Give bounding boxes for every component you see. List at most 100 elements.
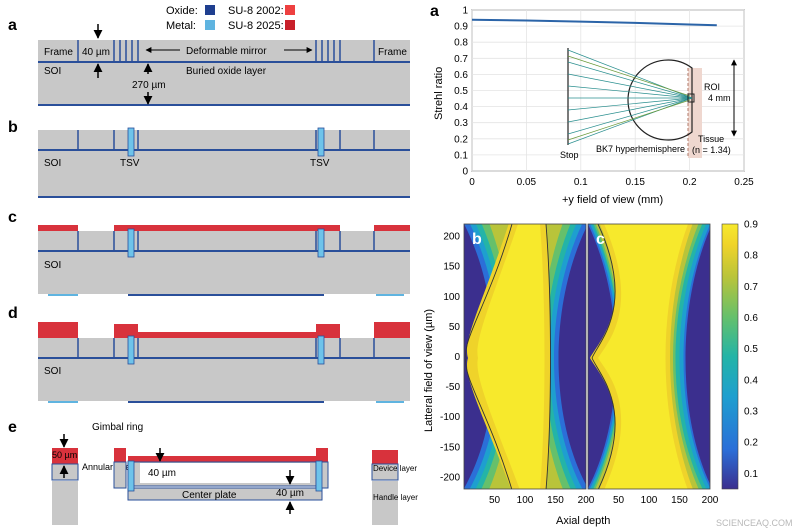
panel-letter-a: a [8, 17, 17, 34]
su8-thick-frame-left [38, 322, 78, 338]
strehl-y-tick-label: 0.7 [454, 54, 468, 65]
heatmap-x-tick-label: 200 [578, 495, 595, 506]
fab-panel-d: d SOI [8, 305, 410, 403]
frame-left-device [51, 463, 79, 481]
panel-letter-b: b [8, 119, 18, 136]
su8-gimbal-right [316, 324, 340, 338]
strehl-x-tick-label: 0.15 [625, 177, 645, 188]
legend: Oxide: Metal: SU-8 2002: SU-8 2025: [166, 5, 295, 32]
strehl-y-tick-label: 0.8 [454, 38, 468, 49]
legend-su8-2002-label: SU-8 2002: [228, 5, 284, 17]
strehl-y-tick-label: 0.6 [454, 70, 468, 81]
optical-inset: ROI 4 mm Tissue (n = 1.34) BK7 hyperhemi… [560, 48, 737, 160]
frame-left-handle [52, 481, 78, 525]
deformable-mirror-label: Deformable mirror [186, 46, 267, 57]
legend-metal-label: Metal: [166, 20, 196, 32]
heatmap-x-tick-label: 150 [547, 495, 564, 506]
roi-box [687, 93, 695, 103]
tissue-label: Tissue [698, 134, 724, 144]
soi-label-d: SOI [44, 366, 61, 377]
heatmap-y-tick-label: -50 [446, 382, 461, 393]
strehl-x-tick-label: 0.1 [574, 177, 588, 188]
su8-frame-right [374, 225, 410, 231]
fab-panel-a: a Frame Frame 40 µm Deformable mirror SO… [8, 17, 410, 106]
hyperhemisphere-lens [627, 59, 693, 141]
panel-letter-c: c [8, 209, 17, 226]
strehl-y-tick-label: 0.2 [454, 134, 468, 145]
heatmap-y-tick-label: -150 [440, 442, 460, 453]
lens-label: BK7 hyperhemisphere [596, 144, 685, 154]
center-plate-label: Center plate [182, 490, 237, 501]
fab-panel-e: e Gimbal ring 50 µm Annular aperture 40 … [8, 419, 418, 525]
colorbar-tick-label: 0.8 [744, 251, 758, 262]
colorbar-ticks: 0.9 0.8 0.7 0.6 0.5 0.4 0.3 0.2 0.1 [744, 220, 758, 480]
strehl-panel-letter: a [430, 3, 439, 20]
roi-label: ROI [704, 82, 720, 92]
strehl-x-tick-label: 0 [469, 177, 475, 188]
heatmap-c [588, 224, 710, 489]
depth-4mm-label: 4 mm [708, 93, 731, 103]
trenches [77, 40, 375, 62]
thickness-50-label: 50 µm [52, 450, 77, 460]
heatmap-y-tick-label: -200 [440, 472, 460, 483]
colorbar-tick-label: 0.3 [744, 407, 758, 418]
panel-letter-e: e [8, 419, 17, 436]
strehl-xlabel: +y field of view (mm) [562, 194, 663, 206]
tsv-right [317, 127, 325, 157]
heatmap-x-tick-label: 100 [641, 495, 658, 506]
heatmap-y-tick-label: 0 [454, 352, 460, 363]
heatmap-x-tick-label: 50 [613, 495, 625, 506]
soi-label-a: SOI [44, 66, 61, 77]
strehl-y-ticks: 0 0.1 0.2 0.3 0.4 0.5 0.6 0.7 0.8 0.9 1 [454, 6, 468, 178]
strehl-y-tick-label: 0.5 [454, 86, 468, 97]
frame-left-su8 [52, 448, 78, 464]
legend-oxide-swatch [205, 5, 215, 15]
strehl-x-tick-label: 0.2 [683, 177, 697, 188]
panel-letter-d: d [8, 305, 18, 322]
heatmap-x-tick-label: 200 [702, 495, 719, 506]
heatmap-b-x-ticks: 50 100 150 200 [489, 495, 595, 506]
colorbar-tick-label: 0.2 [744, 438, 758, 449]
device-layer [38, 130, 410, 150]
heatmap-y-tick-label: 100 [443, 292, 460, 303]
strehl-plot: a 0 0.1 0.2 0.3 0.4 0.5 0.6 0.7 0.8 0.9 1 0 0.05 0.1… [430, 3, 754, 206]
heatmap-x-tick-label: 50 [489, 495, 501, 506]
colorbar-tick-label: 0.1 [744, 469, 758, 480]
colorbar-tick-label: 0.5 [744, 344, 758, 355]
strehl-series-line [471, 18, 717, 27]
heatmap-y-tick-label: -100 [440, 412, 460, 423]
strehl-y-tick-label: 1 [462, 6, 468, 17]
heatmap-c-x-ticks: 50 100 150 200 [613, 495, 719, 506]
colorbar-tick-label: 0.7 [744, 282, 758, 293]
buried-oxide-label: Buried oxide layer [186, 66, 267, 77]
fab-panel-c: c SOI [8, 209, 410, 296]
colorbar-tick-label: 0.9 [744, 220, 758, 231]
heatmap-xlabel: Axial depth [556, 515, 610, 527]
tsv-left-label: TSV [120, 158, 140, 169]
su8-frame-left [38, 225, 78, 231]
strehl-x-ticks: 0 0.05 0.1 0.15 0.2 0.25 [469, 177, 754, 188]
strehl-ylabel: Strehl ratio [433, 67, 445, 120]
handle-wafer [38, 151, 410, 197]
thickness-40-label-e: 40 µm [276, 488, 304, 499]
colorbar [721, 223, 739, 490]
colorbar-tick-label: 0.4 [744, 375, 758, 386]
heatmap-panels: Latteral field of view (µm) 200 150 100 50 0… [423, 220, 758, 528]
tsv-left [127, 127, 135, 157]
device-layer-label: Device layer [373, 464, 417, 473]
su8-mirror-layer [114, 225, 340, 231]
frame-left-label: Frame [44, 47, 73, 58]
thickness-270-label: 270 µm [132, 80, 166, 91]
heatmap-y-tick-label: 200 [443, 232, 460, 243]
strehl-y-tick-label: 0.1 [454, 150, 468, 161]
legend-su8-2025-swatch [285, 20, 295, 30]
su8-mirror-layer [138, 332, 316, 338]
legend-oxide-label: Oxide: [166, 5, 198, 17]
stop-label: Stop [560, 150, 579, 160]
strehl-y-tick-label: 0.4 [454, 102, 468, 113]
fab-panel-b: b SOI TSV TSV [8, 119, 410, 198]
watermark: SCIENCEAQ.COM [716, 518, 793, 528]
heatmap-ylabel: Latteral field of view (µm) [423, 309, 435, 432]
gap-40-label: 40 µm [148, 468, 176, 479]
